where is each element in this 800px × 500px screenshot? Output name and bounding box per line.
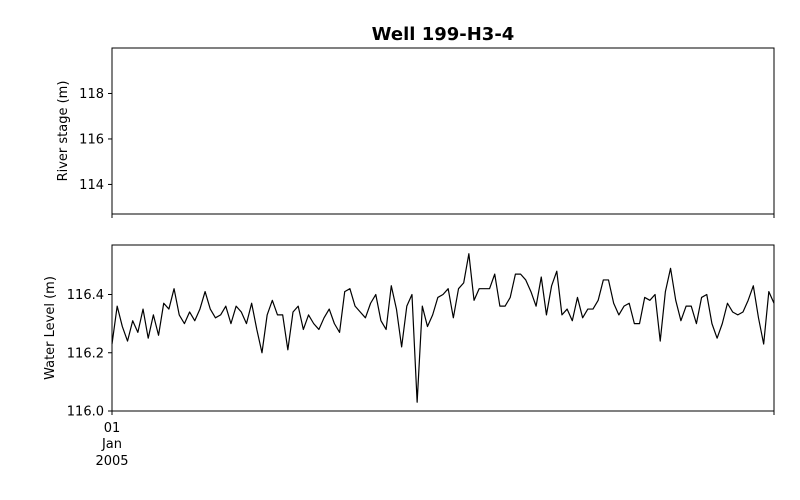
river-stage-y-tick-label: 114 <box>79 178 104 193</box>
water-level-panel: 116.0 116.2 116.4 Water Level (m) 01 Jan 2… <box>43 244 775 469</box>
x-tick-label-day: 01 <box>104 421 121 436</box>
water-level-axes-frame <box>111 244 775 412</box>
chart-title: Well 199-H3-4 <box>372 24 515 45</box>
river-stage-y-ticks: 114 116 118 <box>79 87 112 193</box>
water-level-y-tick-label: 116.4 <box>67 288 104 303</box>
river-stage-y-axis-label: River stage (m) <box>56 81 71 182</box>
water-level-y-tick-label: 116.0 <box>67 405 104 420</box>
water-level-series-line <box>111 253 775 403</box>
water-level-y-tick-label: 116.2 <box>67 346 104 361</box>
water-level-y-ticks: 116.0 116.2 116.4 <box>67 288 112 420</box>
x-tick-label-month: Jan <box>101 437 122 452</box>
river-stage-y-tick-label: 118 <box>79 87 104 102</box>
river-stage-panel: 114 116 118 River stage (m) <box>56 47 775 218</box>
x-tick-label-year: 2005 <box>95 454 128 469</box>
river-stage-y-tick-label: 116 <box>79 132 104 147</box>
river-stage-axes-frame <box>111 47 775 215</box>
water-level-y-axis-label: Water Level (m) <box>43 276 58 380</box>
